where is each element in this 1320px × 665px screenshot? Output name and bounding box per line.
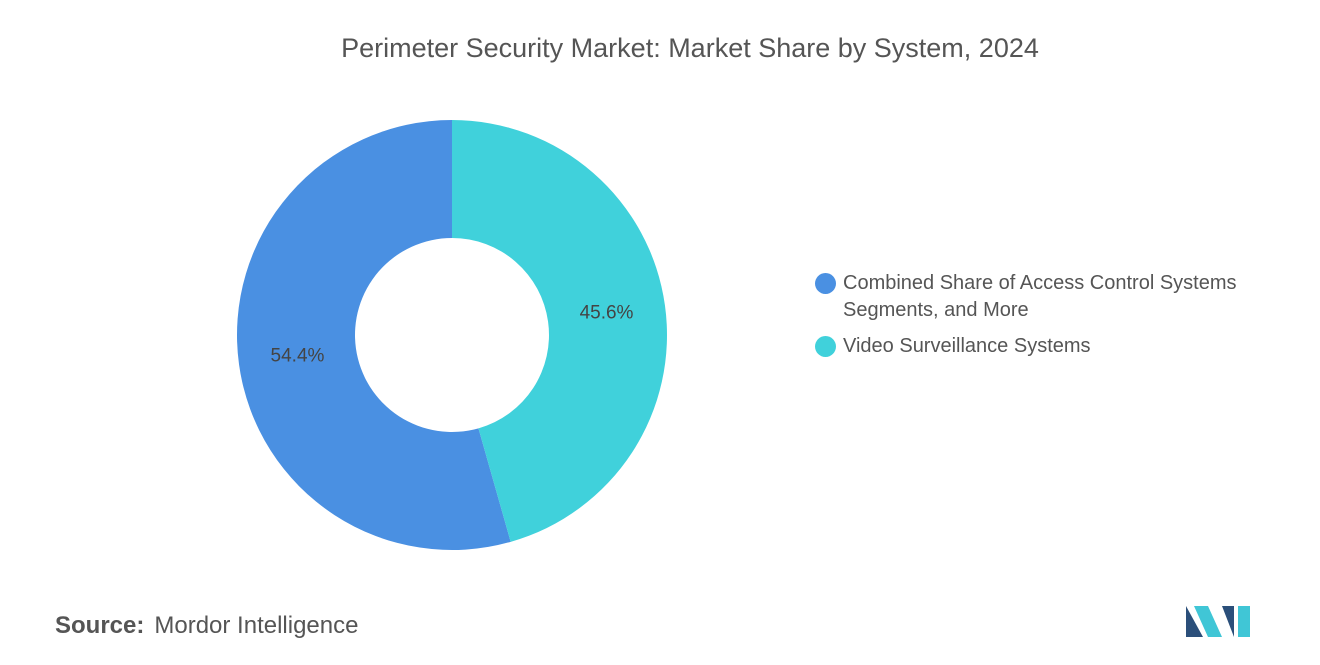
legend-label: Combined Share of Access Control Systems… [843,272,1237,321]
legend-item: Video Surveillance Systems [815,333,1295,360]
legend-item: Combined Share of Access Control Systems… [815,270,1295,324]
legend: Combined Share of Access Control Systems… [815,270,1295,369]
logo [1186,606,1250,637]
data-label: 45.6% [580,303,634,324]
donut-slice [236,120,511,551]
source: Source: Mordor Intelligence [55,612,358,640]
chart-title: Perimeter Security Market: Market Share … [341,33,1039,63]
legend-swatch [815,336,836,357]
data-label: 54.4% [271,346,325,367]
legend-swatch [815,273,836,294]
donut-slice [452,120,667,542]
legend-label: Video Surveillance Systems [843,335,1091,357]
source-text: Mordor Intelligence [154,612,359,639]
source-label: Source: [55,612,145,639]
